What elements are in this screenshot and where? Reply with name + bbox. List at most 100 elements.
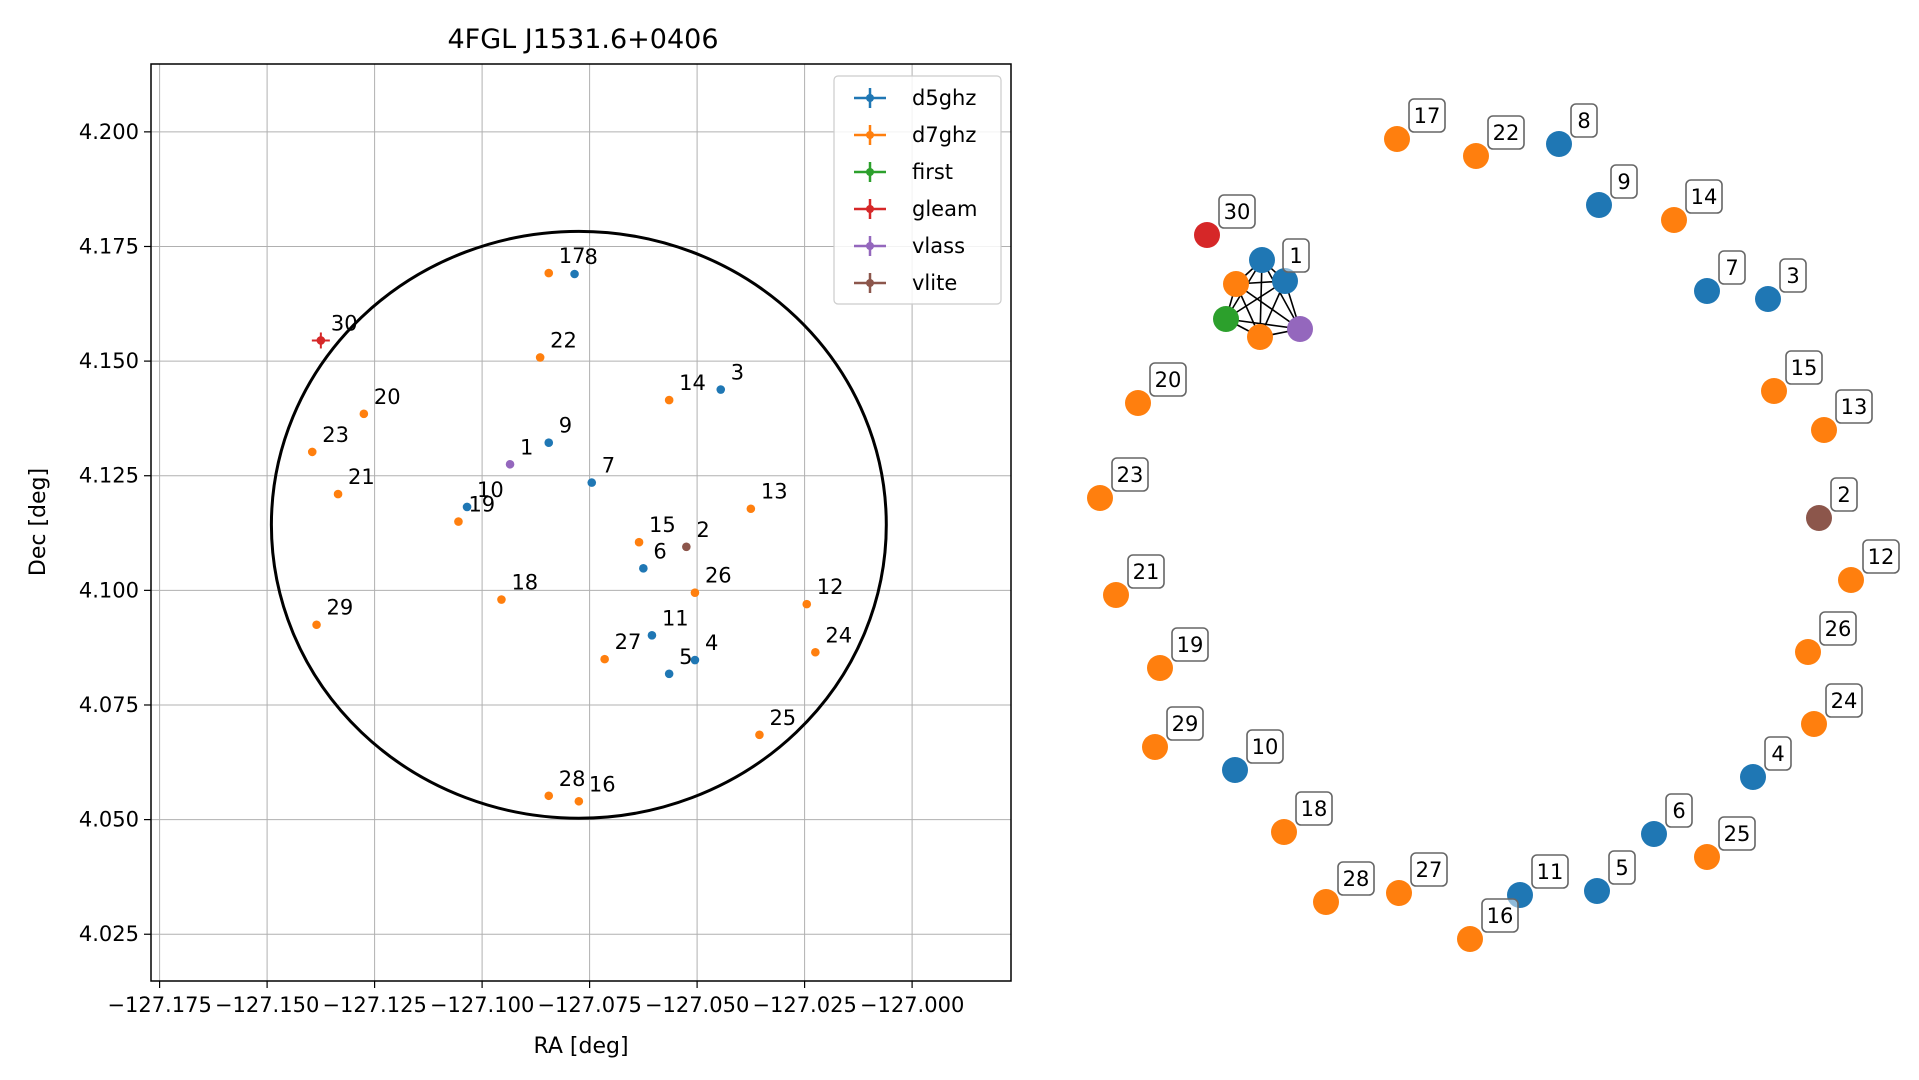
data-point-d7ghz [544, 791, 554, 801]
node-label-box [1337, 861, 1375, 896]
point-label: 4 [705, 631, 718, 655]
node-label: 19 [1177, 633, 1204, 657]
x-tick-label: −127.025 [752, 993, 856, 1017]
node-label: 14 [1691, 185, 1718, 209]
graph-node [1586, 192, 1612, 218]
point-label: 14 [679, 371, 706, 395]
node-label: 6 [1672, 799, 1685, 823]
node-label: 4 [1771, 742, 1784, 766]
x-tick-label: −127.100 [430, 993, 534, 1017]
graph-edge [1261, 259, 1301, 330]
legend-marker-dot [866, 205, 874, 213]
node-label: 27 [1416, 858, 1443, 882]
graph-node-d5ghz [1249, 247, 1275, 273]
y-tick-label: 4.050 [79, 808, 139, 832]
legend: d5ghz d7ghz first gleam vlass vlite [833, 75, 1002, 305]
node-label: 28 [1343, 867, 1370, 891]
data-point-d5ghz [664, 669, 674, 679]
point-label: 21 [348, 465, 375, 489]
data-point-d7ghz [454, 517, 463, 526]
node-label: 11 [1537, 860, 1564, 884]
point-label: 2 [696, 518, 709, 542]
graph-edge [1235, 283, 1301, 330]
node-label: 18 [1301, 797, 1328, 821]
data-point-d7ghz [802, 599, 812, 609]
node-label: 15 [1791, 356, 1818, 380]
data-point-d7ghz [307, 447, 317, 457]
point-label: 25 [769, 706, 796, 730]
legend-label: d5ghz [912, 86, 976, 110]
node-label: 8 [1577, 109, 1590, 133]
point-label: 27 [615, 630, 642, 654]
node-label-box [1410, 852, 1448, 887]
point-label: 9 [559, 414, 572, 438]
data-point-d5ghz [544, 438, 554, 448]
graph-node [1222, 757, 1248, 783]
point-label: 22 [550, 328, 577, 352]
y-tick-label: 4.100 [79, 578, 139, 602]
grid [151, 64, 1011, 981]
node-label-box [1610, 164, 1638, 199]
node-label-box [1862, 539, 1900, 574]
data-point-d7ghz [634, 537, 644, 547]
node-label-box [1487, 115, 1525, 150]
data-point-d7ghz [312, 620, 321, 630]
graph-node [1641, 821, 1667, 847]
node-label: 20 [1155, 368, 1182, 392]
node-label: 7 [1725, 256, 1738, 280]
node-label: 12 [1868, 545, 1895, 569]
point-label: 12 [817, 575, 844, 599]
graph-node-gleam [1194, 222, 1220, 248]
point-label: 8 [585, 245, 598, 269]
uncertainty-ellipse [269, 229, 888, 820]
x-axis-label: RA [deg] [533, 1034, 628, 1059]
point-label: 16 [589, 772, 616, 796]
data-point-d5ghz [690, 655, 700, 665]
node-label-box [1785, 350, 1823, 385]
point-label: 11 [662, 606, 689, 630]
graph-node [1384, 126, 1410, 152]
data-point-vlite [682, 542, 691, 552]
node-label-box [1481, 898, 1519, 933]
legend-marker-dot [866, 94, 874, 102]
chart-title: 4FGL J1531.6+0406 [447, 24, 718, 55]
node-label: 25 [1724, 822, 1751, 846]
legend-label: first [912, 160, 953, 184]
point-label: 7 [602, 454, 615, 478]
graph-node [1271, 819, 1297, 845]
node-label-box [1779, 258, 1807, 293]
point-label: 20 [374, 385, 401, 409]
point-label: 28 [559, 767, 586, 791]
data-point-d7ghz [497, 595, 506, 604]
data-point-d7ghz [574, 796, 584, 806]
node-label-box [1218, 194, 1256, 229]
point-label: 6 [653, 539, 666, 563]
point-label: 19 [468, 493, 495, 517]
x-tick-label: −127.075 [537, 993, 641, 1017]
data-point-d5ghz [462, 502, 472, 512]
graph-node [1125, 390, 1151, 416]
data-point-d5ghz [647, 630, 657, 640]
point-label: 26 [705, 564, 732, 588]
x-tick-label: −127.175 [107, 993, 211, 1017]
graph-node [1463, 143, 1489, 169]
node-label: 17 [1414, 104, 1441, 128]
y-tick-label: 4.025 [79, 922, 139, 946]
node-label: 9 [1617, 170, 1630, 194]
graph-node [1755, 286, 1781, 312]
data-point-vlass [505, 459, 515, 469]
node-label-box [1665, 793, 1693, 828]
data-point-d5ghz [639, 564, 648, 573]
point-label: 15 [649, 513, 676, 537]
node-label: 22 [1493, 121, 1520, 145]
graph-nodes [1087, 126, 1864, 952]
node-label: 23 [1117, 463, 1144, 487]
node-label-box [1830, 477, 1858, 512]
data-point-gleam [316, 336, 326, 345]
node-label-box [1166, 706, 1204, 741]
node-label: 1 [1289, 244, 1302, 268]
graph-node-d7ghz [1247, 324, 1273, 350]
data-point-d5ghz [716, 385, 726, 394]
graph-node-first [1213, 306, 1239, 332]
node-label-box [1835, 389, 1873, 424]
